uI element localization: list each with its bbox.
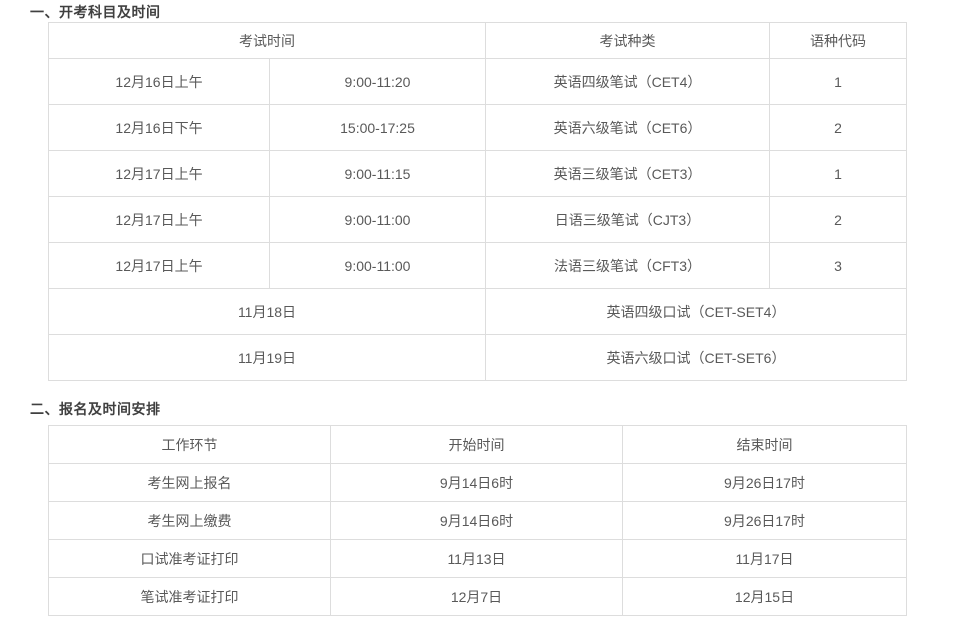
- header-work-step: 工作环节: [48, 425, 331, 464]
- header-exam-time: 考试时间: [48, 22, 486, 59]
- header-end-time: 结束时间: [622, 425, 907, 464]
- section2-title: 二、报名及时间安排: [30, 401, 161, 417]
- exam-type: 英语四级笔试（CET4）: [485, 58, 770, 105]
- language-code: 3: [769, 242, 907, 289]
- table-row: 12月16日下午 15:00-17:25 英语六级笔试（CET6） 2: [48, 104, 907, 151]
- registration-schedule-table: 工作环节 开始时间 结束时间 考生网上报名 9月14日6时 9月26日17时 考…: [48, 425, 907, 616]
- exam-schedule-header-row: 考试时间 考试种类 语种代码: [48, 22, 907, 59]
- exam-time: 9:00-11:15: [269, 150, 486, 197]
- table-row: 11月18日 英语四级口试（CET-SET4）: [48, 288, 907, 335]
- exam-date: 12月16日下午: [48, 104, 270, 151]
- language-code: 1: [769, 150, 907, 197]
- language-code: 2: [769, 104, 907, 151]
- work-step: 考生网上缴费: [48, 501, 331, 540]
- section1-title: 一、开考科目及时间: [30, 4, 161, 20]
- table-row: 12月17日上午 9:00-11:00 日语三级笔试（CJT3） 2: [48, 196, 907, 243]
- language-code: 2: [769, 196, 907, 243]
- registration-header-row: 工作环节 开始时间 结束时间: [48, 425, 907, 464]
- oral-exam-date: 11月19日: [48, 334, 486, 381]
- exam-date: 12月17日上午: [48, 242, 270, 289]
- table-row: 12月17日上午 9:00-11:00 法语三级笔试（CFT3） 3: [48, 242, 907, 289]
- exam-time: 9:00-11:00: [269, 242, 486, 289]
- table-row: 12月17日上午 9:00-11:15 英语三级笔试（CET3） 1: [48, 150, 907, 197]
- table-row: 口试准考证打印 11月13日 11月17日: [48, 539, 907, 578]
- table-row: 11月19日 英语六级口试（CET-SET6）: [48, 334, 907, 381]
- exam-type: 英语六级笔试（CET6）: [485, 104, 770, 151]
- header-exam-type: 考试种类: [485, 22, 770, 59]
- exam-type: 英语三级笔试（CET3）: [485, 150, 770, 197]
- table-row: 笔试准考证打印 12月7日 12月15日: [48, 577, 907, 616]
- start-time: 11月13日: [330, 539, 623, 578]
- end-time: 9月26日17时: [622, 463, 907, 502]
- work-step: 笔试准考证打印: [48, 577, 331, 616]
- exam-schedule-table: 考试时间 考试种类 语种代码 12月16日上午 9:00-11:20 英语四级笔…: [48, 22, 907, 381]
- start-time: 12月7日: [330, 577, 623, 616]
- exam-date: 12月17日上午: [48, 196, 270, 243]
- header-language-code: 语种代码: [769, 22, 907, 59]
- end-time: 12月15日: [622, 577, 907, 616]
- table-row: 考生网上报名 9月14日6时 9月26日17时: [48, 463, 907, 502]
- exam-time: 9:00-11:00: [269, 196, 486, 243]
- oral-exam-type: 英语四级口试（CET-SET4）: [485, 288, 907, 335]
- language-code: 1: [769, 58, 907, 105]
- exam-time: 15:00-17:25: [269, 104, 486, 151]
- exam-type: 日语三级笔试（CJT3）: [485, 196, 770, 243]
- oral-exam-type: 英语六级口试（CET-SET6）: [485, 334, 907, 381]
- exam-date: 12月17日上午: [48, 150, 270, 197]
- exam-time: 9:00-11:20: [269, 58, 486, 105]
- end-time: 9月26日17时: [622, 501, 907, 540]
- end-time: 11月17日: [622, 539, 907, 578]
- work-step: 考生网上报名: [48, 463, 331, 502]
- table-row: 12月16日上午 9:00-11:20 英语四级笔试（CET4） 1: [48, 58, 907, 105]
- work-step: 口试准考证打印: [48, 539, 331, 578]
- exam-date: 12月16日上午: [48, 58, 270, 105]
- exam-type: 法语三级笔试（CFT3）: [485, 242, 770, 289]
- oral-exam-date: 11月18日: [48, 288, 486, 335]
- start-time: 9月14日6时: [330, 501, 623, 540]
- table-row: 考生网上缴费 9月14日6时 9月26日17时: [48, 501, 907, 540]
- header-start-time: 开始时间: [330, 425, 623, 464]
- start-time: 9月14日6时: [330, 463, 623, 502]
